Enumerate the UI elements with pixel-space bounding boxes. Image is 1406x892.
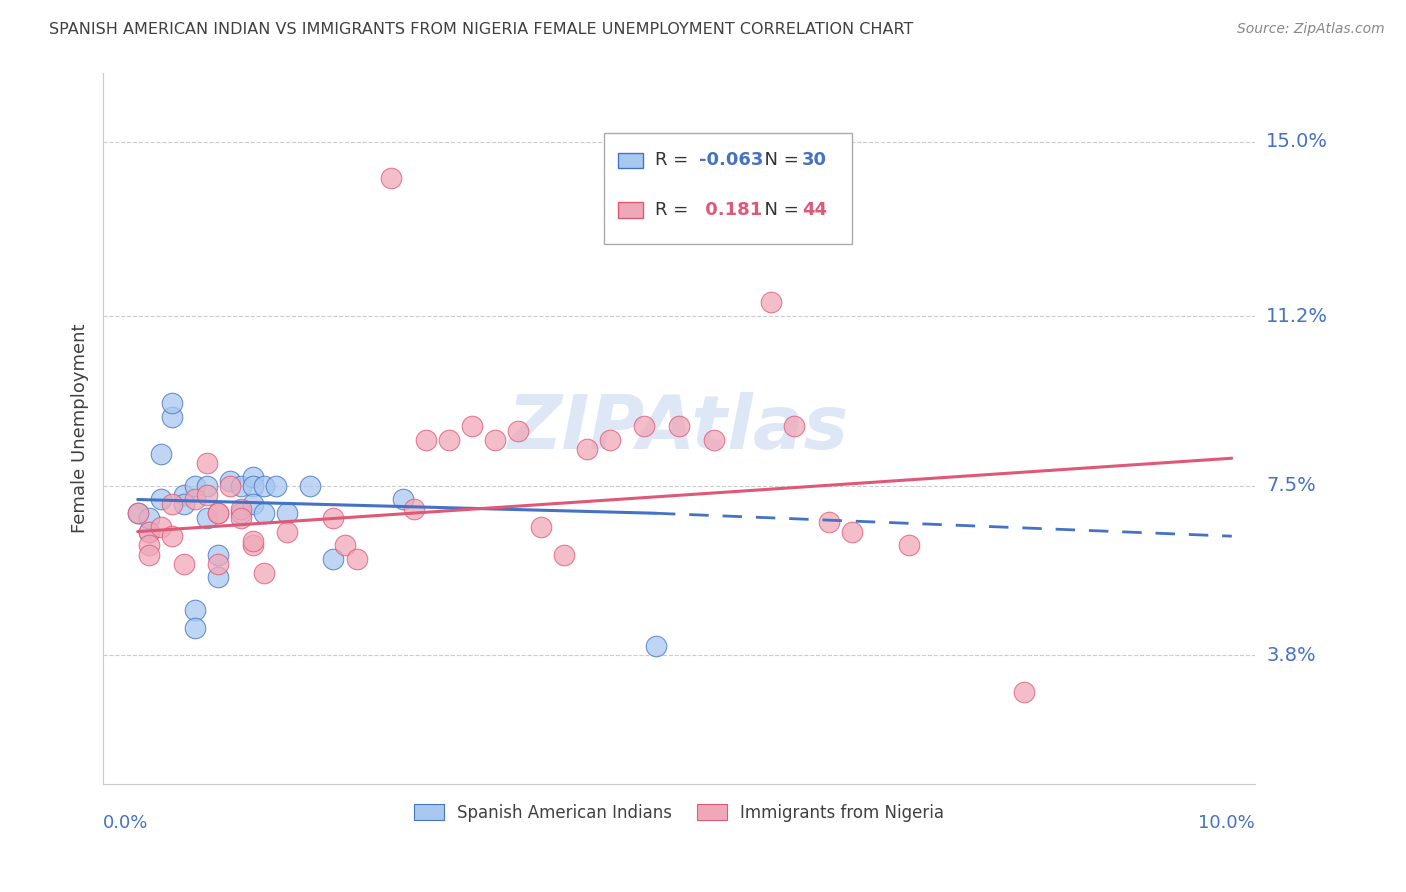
Point <box>380 171 402 186</box>
Point <box>138 538 160 552</box>
Point <box>299 479 322 493</box>
Point <box>242 497 264 511</box>
Text: ZIPAtlas: ZIPAtlas <box>509 392 849 465</box>
Point <box>841 524 863 539</box>
Point <box>207 548 229 562</box>
Point <box>127 506 149 520</box>
Point <box>149 447 172 461</box>
Text: R =: R = <box>655 202 693 219</box>
Text: Source: ZipAtlas.com: Source: ZipAtlas.com <box>1237 22 1385 37</box>
Point <box>138 524 160 539</box>
Point <box>242 533 264 548</box>
Point <box>173 557 195 571</box>
FancyBboxPatch shape <box>605 134 852 244</box>
Point <box>231 511 253 525</box>
Point <box>138 511 160 525</box>
Point <box>173 497 195 511</box>
Point <box>149 520 172 534</box>
Text: N =: N = <box>752 202 804 219</box>
Point <box>231 501 253 516</box>
Point <box>253 479 276 493</box>
Text: 7.5%: 7.5% <box>1267 476 1316 495</box>
Point <box>276 524 298 539</box>
Point <box>195 479 218 493</box>
Point <box>264 479 287 493</box>
FancyBboxPatch shape <box>619 153 644 169</box>
Point <box>404 501 426 516</box>
Text: 0.0%: 0.0% <box>103 814 149 832</box>
Point <box>149 492 172 507</box>
Point <box>575 442 598 456</box>
Point <box>160 409 183 424</box>
Point <box>195 488 218 502</box>
Point <box>530 520 553 534</box>
Point <box>218 479 240 493</box>
Point <box>553 548 575 562</box>
Point <box>633 419 655 434</box>
Point <box>231 479 253 493</box>
Point <box>506 424 529 438</box>
Point <box>242 469 264 483</box>
Point <box>242 479 264 493</box>
Point <box>333 538 356 552</box>
Point <box>218 474 240 488</box>
Point <box>184 492 207 507</box>
Y-axis label: Female Unemployment: Female Unemployment <box>72 324 89 533</box>
Point <box>160 497 183 511</box>
Text: 3.8%: 3.8% <box>1267 646 1316 665</box>
Point <box>184 479 207 493</box>
Text: 0.181: 0.181 <box>699 202 762 219</box>
Point <box>195 456 218 470</box>
Point <box>207 506 229 520</box>
Point <box>127 506 149 520</box>
Point <box>437 433 460 447</box>
Text: 11.2%: 11.2% <box>1267 307 1329 326</box>
Point <box>599 433 621 447</box>
Text: 30: 30 <box>803 152 827 169</box>
Point <box>817 516 839 530</box>
Point <box>391 492 413 507</box>
Text: R =: R = <box>655 152 693 169</box>
Point <box>195 511 218 525</box>
Point <box>484 433 506 447</box>
Point <box>207 570 229 584</box>
Point <box>253 566 276 580</box>
Text: N =: N = <box>752 152 804 169</box>
Point <box>415 433 437 447</box>
Point <box>759 295 782 310</box>
Text: SPANISH AMERICAN INDIAN VS IMMIGRANTS FROM NIGERIA FEMALE UNEMPLOYMENT CORRELATI: SPANISH AMERICAN INDIAN VS IMMIGRANTS FR… <box>49 22 914 37</box>
Point <box>242 538 264 552</box>
Point <box>668 419 690 434</box>
Point <box>253 506 276 520</box>
Point <box>322 511 344 525</box>
Text: 15.0%: 15.0% <box>1267 132 1329 152</box>
Legend: Spanish American Indians, Immigrants from Nigeria: Spanish American Indians, Immigrants fro… <box>406 797 950 829</box>
Point <box>276 506 298 520</box>
Point <box>138 524 160 539</box>
Point <box>1014 685 1036 699</box>
FancyBboxPatch shape <box>619 202 644 218</box>
Point <box>184 621 207 635</box>
Point <box>783 419 806 434</box>
Text: -0.063: -0.063 <box>699 152 763 169</box>
Point <box>898 538 921 552</box>
Point <box>231 506 253 520</box>
Point <box>160 396 183 410</box>
Point <box>346 552 368 566</box>
Point <box>207 506 229 520</box>
Point <box>184 602 207 616</box>
Point <box>645 640 668 654</box>
Point <box>460 419 482 434</box>
Text: 44: 44 <box>803 202 827 219</box>
Point <box>702 433 724 447</box>
Point <box>322 552 344 566</box>
Point <box>138 548 160 562</box>
Point <box>173 488 195 502</box>
Point <box>160 529 183 543</box>
Text: 10.0%: 10.0% <box>1198 814 1254 832</box>
Point <box>207 557 229 571</box>
